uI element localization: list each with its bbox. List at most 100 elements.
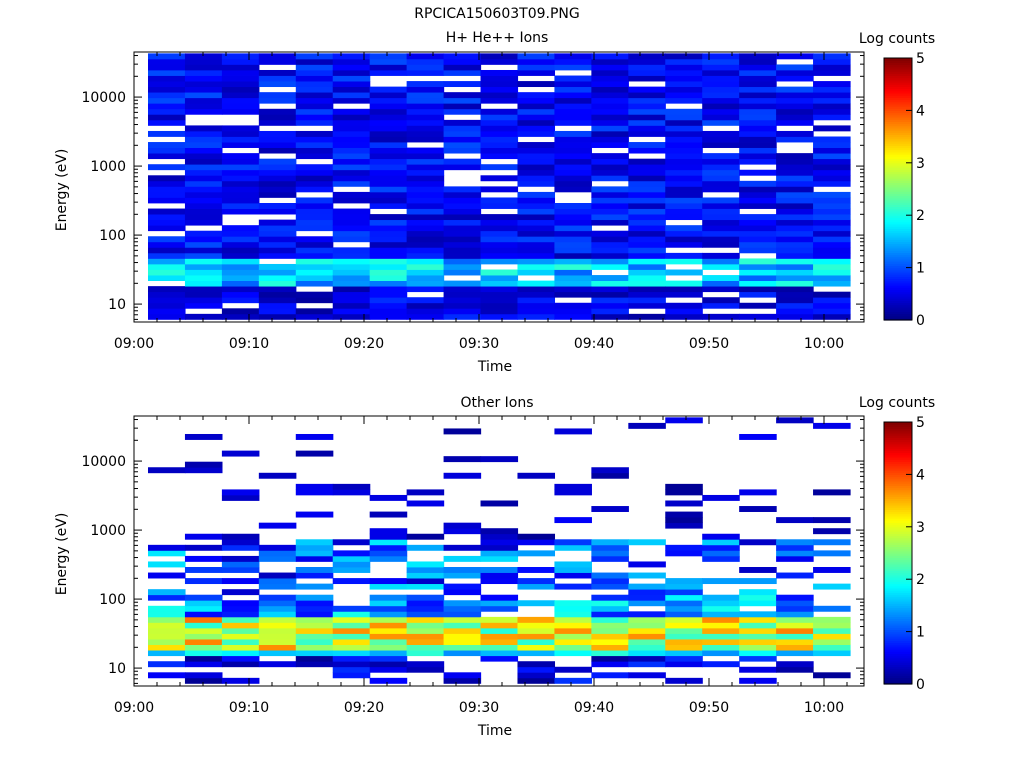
colorbar-step	[884, 454, 912, 458]
heatmap-cell	[628, 180, 666, 187]
colorbar-step	[884, 82, 912, 85]
colorbar-step	[884, 269, 912, 273]
colorbar-step	[884, 184, 912, 188]
heatmap-cell	[665, 142, 703, 148]
colorbar-tick-label: 2	[916, 208, 925, 224]
heatmap-cell	[517, 203, 556, 209]
heatmap-cell	[480, 291, 519, 298]
heatmap-cell	[665, 252, 703, 259]
colorbar-step	[884, 614, 912, 617]
heatmap-cell	[295, 489, 334, 496]
colorbar-step	[884, 596, 912, 600]
heatmap-cell	[702, 114, 740, 121]
colorbar-tick-label: 5	[916, 51, 925, 67]
heatmap-cell	[295, 297, 334, 304]
heatmap-cell	[221, 622, 260, 629]
heatmap-cell	[628, 230, 666, 237]
colorbar-step	[884, 609, 912, 613]
heatmap-cell	[148, 544, 186, 551]
heatmap-cell	[406, 92, 445, 99]
heatmap-cell	[295, 208, 334, 215]
colorbar-label: Log counts	[859, 31, 935, 47]
colorbar-step	[884, 478, 912, 482]
heatmap-cell	[665, 164, 703, 171]
heatmap-cell	[332, 53, 371, 60]
colorbar-step	[884, 311, 912, 315]
colorbar-step	[884, 430, 912, 434]
heatmap-cell	[665, 175, 703, 182]
heatmap-cell	[665, 69, 703, 76]
colorbar-step	[884, 261, 912, 264]
heatmap-cell	[813, 275, 851, 281]
y-tick-label: 10000	[81, 90, 126, 106]
heatmap-cell	[258, 208, 297, 215]
heatmap-cell	[148, 175, 186, 182]
heatmap-cell	[369, 291, 408, 298]
heatmap-cell	[221, 247, 260, 254]
heatmap-cell	[628, 92, 666, 99]
heatmap-cell	[258, 236, 297, 243]
heatmap-cell	[258, 92, 297, 99]
colorbar-step	[884, 300, 912, 304]
heatmap-cell	[258, 252, 297, 259]
heatmap-cell	[221, 158, 260, 165]
heatmap-cell	[369, 263, 408, 270]
x-tick-label: 09:10	[229, 336, 269, 352]
heatmap-cell	[221, 600, 260, 607]
heatmap-cell	[628, 561, 666, 568]
heatmap-cell	[258, 164, 297, 171]
colorbar-step	[884, 116, 912, 120]
heatmap-cell	[591, 280, 629, 287]
heatmap-cell	[665, 119, 703, 126]
heatmap-cell	[480, 544, 519, 551]
heatmap-cell	[148, 258, 186, 265]
heatmap-cell	[702, 158, 740, 165]
heatmap-cell	[517, 225, 556, 232]
heatmap-cell	[739, 655, 777, 662]
heatmap-cell	[406, 594, 445, 601]
heatmap-cell	[332, 672, 371, 679]
heatmap-cell	[517, 69, 556, 76]
heatmap-cell	[369, 544, 408, 551]
heatmap-cell	[148, 561, 186, 568]
heatmap-cell	[628, 280, 666, 287]
heatmap-cell	[665, 147, 703, 154]
heatmap-cell	[221, 533, 260, 540]
heatmap-cell	[221, 230, 260, 237]
heatmap-cell	[369, 302, 408, 309]
colorbar-step	[884, 459, 912, 462]
colorbar-step	[884, 60, 912, 63]
heatmap-cell	[591, 550, 629, 557]
heatmap-cell	[702, 203, 740, 209]
colorbar-step	[884, 472, 912, 475]
heatmap-cell	[221, 555, 260, 562]
heatmap-cell	[480, 75, 519, 82]
heatmap-cell	[221, 197, 260, 204]
heatmap-cell	[776, 611, 814, 618]
colorbar-step	[884, 265, 912, 269]
heatmap-cell	[369, 677, 408, 684]
heatmap-cell	[554, 627, 592, 634]
heatmap-cell	[221, 544, 260, 551]
heatmap-cell	[628, 164, 666, 171]
heatmap-cell	[332, 567, 371, 573]
heatmap-cell	[332, 650, 371, 657]
heatmap-cell	[369, 97, 408, 104]
y-tick-label: 1000	[90, 523, 126, 539]
heatmap-cell	[295, 186, 334, 193]
colorbar-tick-label: 3	[916, 520, 925, 536]
heatmap-cell	[443, 236, 482, 243]
heatmap-cell	[184, 286, 223, 293]
heatmap-cell	[813, 422, 851, 429]
heatmap-cell	[258, 313, 297, 320]
heatmap-cell	[406, 86, 445, 93]
colorbar-step	[884, 620, 912, 624]
heatmap-cell	[591, 103, 629, 110]
axes: 09:00 09:10 09:20 09:30 09:40 09:50 10:0010100…	[81, 51, 865, 352]
heatmap-cell	[148, 191, 186, 198]
heatmap-cell	[258, 81, 297, 88]
heatmap-cell	[369, 539, 408, 546]
heatmap-cell	[406, 616, 445, 623]
